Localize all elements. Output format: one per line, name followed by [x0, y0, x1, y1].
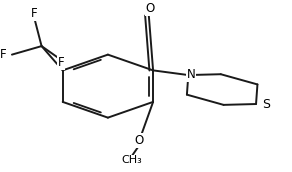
Text: CH₃: CH₃ [121, 155, 142, 165]
Text: F: F [0, 48, 7, 61]
Text: F: F [31, 7, 38, 20]
Text: O: O [146, 2, 155, 15]
Text: F: F [58, 56, 64, 69]
Text: N: N [187, 68, 196, 81]
Text: O: O [134, 134, 144, 147]
Text: S: S [262, 98, 270, 111]
